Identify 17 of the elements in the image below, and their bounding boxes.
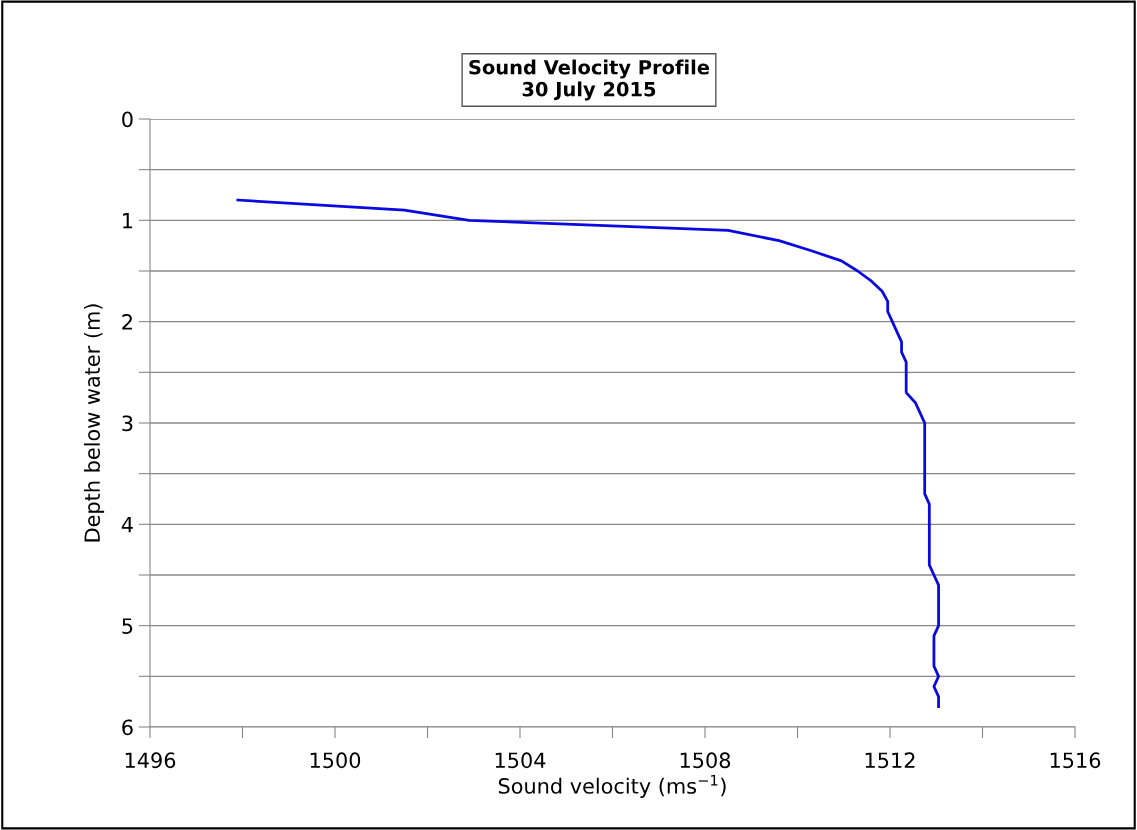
line-series <box>236 198 940 709</box>
y-tick-label: 5 <box>122 618 133 634</box>
y-tick-label: 3 <box>122 415 133 432</box>
x-tick-label: 1516 <box>1050 752 1101 769</box>
y-axis-title: Depth below water (m) <box>83 304 105 542</box>
y-tick-label: 1 <box>123 213 133 229</box>
chart-title: Sound Velocity Profile 30 July 2015 <box>469 59 710 101</box>
y-tick-label: 2 <box>122 314 132 330</box>
x-tick-label: 1500 <box>310 752 361 769</box>
x-tick-label: 1496 <box>125 752 176 769</box>
x-axis-title: Sound velocity (ms$^{−1}$) <box>498 774 726 798</box>
y-tick-label: 4 <box>121 517 133 533</box>
x-tick-label: 1508 <box>680 752 731 769</box>
y-tick-label: 6 <box>122 719 133 736</box>
x-tick-label: 1504 <box>495 752 546 769</box>
x-tick-label: 1512 <box>865 752 915 769</box>
y-tick-label: 0 <box>122 111 133 128</box>
